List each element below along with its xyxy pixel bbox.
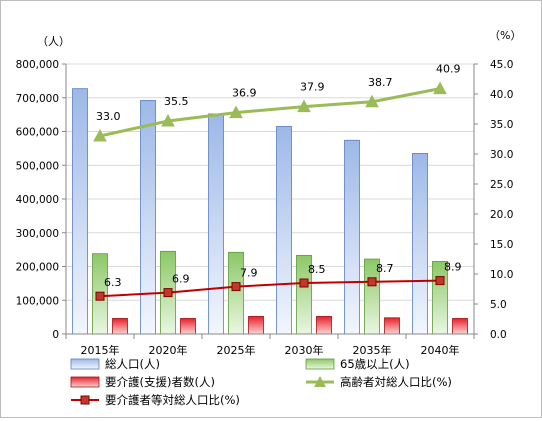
legend-swatch-2 bbox=[305, 358, 335, 370]
bar-3-6 bbox=[452, 318, 468, 335]
data-label-4-6: 40.9 bbox=[436, 63, 461, 76]
point-4-6 bbox=[433, 81, 447, 95]
right-tick-label: 25.0 bbox=[490, 179, 513, 191]
data-label-5-2: 6.9 bbox=[172, 273, 190, 286]
left-axis-ticks: 0 100,000 200,000 300,000 400,000 500,000 600,… bbox=[16, 59, 66, 341]
data-label-5-5: 8.7 bbox=[376, 262, 394, 275]
legend: 総人口(人) 65歳以上(人) 要介護(支援)者数(人) 高齢者対総人口比(%) 要介護… bbox=[70, 357, 452, 407]
gridlines bbox=[66, 63, 474, 301]
legend-label-1: 総人口(人) bbox=[105, 357, 160, 371]
left-axis-unit: （人） bbox=[37, 35, 70, 48]
legend-marker-5 bbox=[80, 395, 90, 405]
point-5-2 bbox=[163, 288, 173, 298]
point-4-3 bbox=[229, 105, 243, 119]
x-tick-label: 2015年 bbox=[81, 343, 120, 357]
left-tick-label: 200,000 bbox=[16, 262, 59, 274]
left-tick-label: 700,000 bbox=[16, 93, 59, 105]
data-label-4-1: 33.0 bbox=[96, 110, 121, 123]
x-tick-label: 2025年 bbox=[217, 343, 256, 357]
point-5-6 bbox=[435, 276, 445, 286]
right-tick-label: 45.0 bbox=[490, 59, 513, 71]
data-label-4-2: 35.5 bbox=[164, 95, 189, 108]
legend-label-2: 65歳以上(人) bbox=[340, 357, 410, 371]
bar-1-3 bbox=[208, 113, 224, 335]
right-axis-unit: （%） bbox=[489, 29, 521, 42]
x-tick-label: 2040年 bbox=[421, 343, 460, 357]
data-label-4-5: 38.7 bbox=[368, 76, 393, 89]
bar-3-5 bbox=[384, 317, 400, 335]
line-4 bbox=[99, 87, 441, 138]
bar-3-2 bbox=[180, 318, 196, 335]
x-tick-label: 2035年 bbox=[353, 343, 392, 357]
left-tick-label: 300,000 bbox=[16, 228, 59, 240]
right-tick-label: 35.0 bbox=[490, 119, 513, 131]
bar-1-1 bbox=[72, 88, 88, 335]
bar-1-4 bbox=[276, 126, 292, 335]
left-tick-label: 0 bbox=[52, 329, 59, 341]
data-label-4-4: 37.9 bbox=[300, 81, 325, 94]
bar-1-5 bbox=[344, 139, 360, 335]
point-5-5 bbox=[367, 277, 377, 287]
data-label-5-3: 7.9 bbox=[240, 267, 258, 280]
right-tick-label: 30.0 bbox=[490, 149, 513, 161]
bar-1-2 bbox=[140, 100, 156, 335]
lines bbox=[93, 81, 447, 301]
right-tick-label: 15.0 bbox=[490, 239, 513, 251]
bars bbox=[72, 88, 468, 335]
bar-3-4 bbox=[316, 316, 332, 335]
data-label-5-4: 8.5 bbox=[308, 263, 326, 276]
x-tick-label: 2030年 bbox=[285, 343, 324, 357]
legend-label-5: 要介護者等対総人口比(%) bbox=[105, 393, 240, 407]
right-tick-label: 5.0 bbox=[490, 299, 507, 311]
x-axis-ticks: 2015年 2020年 2025年 2030年 2035年 2040年 bbox=[65, 334, 475, 357]
left-tick-label: 400,000 bbox=[16, 194, 59, 206]
data-label-5-6: 8.9 bbox=[444, 261, 462, 274]
data-label-4-3: 36.9 bbox=[232, 87, 257, 100]
right-tick-label: 0.0 bbox=[490, 329, 507, 341]
left-tick-label: 600,000 bbox=[16, 127, 59, 139]
legend-swatch-3 bbox=[70, 376, 100, 388]
right-tick-label: 10.0 bbox=[490, 269, 513, 281]
point-4-5 bbox=[365, 94, 379, 108]
bar-3-3 bbox=[248, 316, 264, 335]
x-tick-label: 2020年 bbox=[149, 343, 188, 357]
line-5 bbox=[99, 279, 441, 298]
point-5-4 bbox=[299, 278, 309, 288]
bar-2-3 bbox=[228, 251, 244, 335]
right-tick-label: 20.0 bbox=[490, 209, 513, 221]
point-4-1 bbox=[93, 128, 107, 142]
point-5-1 bbox=[95, 291, 105, 301]
data-label-5-1: 6.3 bbox=[104, 276, 122, 289]
bar-3-1 bbox=[112, 318, 128, 335]
data-labels: 33.0 35.5 36.9 37.9 38.7 40.9 6.3 6.9 7.9 8.5 8.7 8… bbox=[96, 63, 462, 290]
right-axis-ticks: 0.0 5.0 10.0 15.0 20.0 25.0 30.0 35.0 40.0 45.0 bbox=[474, 59, 513, 341]
left-tick-label: 800,000 bbox=[16, 59, 59, 71]
legend-label-4: 高齢者対総人口比(%) bbox=[340, 375, 452, 389]
point-4-4 bbox=[297, 99, 311, 113]
legend-swatch-1 bbox=[70, 358, 100, 370]
legend-marker-4 bbox=[314, 376, 326, 387]
bar-1-6 bbox=[412, 153, 428, 335]
right-tick-label: 40.0 bbox=[490, 89, 513, 101]
point-4-2 bbox=[161, 113, 175, 127]
left-tick-label: 500,000 bbox=[16, 160, 59, 172]
point-5-3 bbox=[231, 282, 241, 292]
legend-label-3: 要介護(支援)者数(人) bbox=[105, 375, 215, 389]
left-tick-label: 100,000 bbox=[16, 295, 59, 307]
